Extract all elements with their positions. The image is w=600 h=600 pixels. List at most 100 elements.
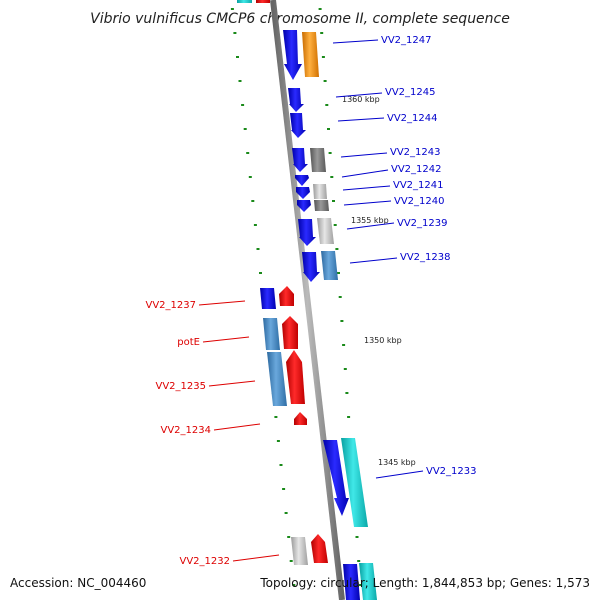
gene-label-vv2-1247[interactable]: VV2_1247 [381, 35, 432, 46]
tick-mark [292, 584, 296, 586]
gene-arrow[interactable] [260, 288, 276, 309]
gene-label-vv2-1241[interactable]: VV2_1241 [393, 180, 444, 191]
gene-label-vv2-1233[interactable]: VV2_1233 [426, 466, 477, 477]
gene-label-vv2-1234[interactable]: VV2_1234 [161, 425, 212, 436]
gene-arrow-vv2-1239[interactable] [298, 219, 316, 246]
gene-arrow-vv2-1242[interactable] [295, 175, 309, 186]
gene-arrow-vv2-1237[interactable] [279, 286, 294, 306]
gene-label-vv2-1245[interactable]: VV2_1245 [385, 87, 436, 98]
gene-arrow-vv2-1245[interactable] [288, 88, 304, 112]
gene-arrow[interactable] [302, 32, 319, 77]
leader-line [340, 152, 388, 158]
gene-arrow[interactable] [263, 318, 280, 350]
tick-mark [274, 416, 278, 418]
leader-line [208, 380, 256, 387]
gene-arrow[interactable] [291, 537, 308, 565]
tick-mark [233, 32, 237, 34]
chromosome-backbone [270, 0, 345, 600]
gene-arrow[interactable] [256, 0, 270, 3]
accession-text: Accession: NC_004460 [10, 576, 147, 590]
tick-mark [320, 32, 324, 34]
gene-arrow[interactable] [341, 438, 368, 527]
gene-arrow[interactable] [321, 251, 338, 280]
gene-label-vv2-1232[interactable]: VV2_1232 [180, 556, 231, 567]
tick-mark [347, 416, 351, 418]
gene-label-vv2-1237[interactable]: VV2_1237 [146, 300, 197, 311]
tick-mark [248, 176, 252, 178]
tick-mark [328, 152, 332, 154]
tick-mark [318, 8, 322, 10]
tick-mark [259, 272, 262, 274]
tick-mark [289, 560, 293, 562]
gene-arrow[interactable] [237, 0, 252, 3]
leader-line [232, 554, 280, 562]
gene-arrow-pote[interactable] [282, 316, 298, 349]
tick-mark [243, 128, 247, 130]
gene-arrow-vv2-1247[interactable] [283, 30, 302, 80]
gene-arrow[interactable] [343, 564, 360, 600]
leader-line [332, 39, 379, 44]
tick-mark [337, 272, 340, 274]
tick-label-1350: 1350 kbp [364, 336, 402, 345]
gene-label-vv2-1240[interactable]: VV2_1240 [394, 196, 445, 207]
gene-arrow-vv2-1243[interactable] [292, 148, 308, 172]
leader-line [213, 423, 261, 431]
gene-arrow-vv2-1238[interactable] [302, 252, 320, 282]
leader-line [349, 257, 398, 264]
gene-label-vv2-1244[interactable]: VV2_1244 [387, 113, 438, 124]
gene-label-vv2-1243[interactable]: VV2_1243 [390, 147, 441, 158]
tick-mark [253, 224, 257, 226]
gene-arrow[interactable] [313, 184, 327, 199]
leader-line [343, 200, 392, 206]
tick-mark [279, 464, 283, 466]
leader-line [346, 222, 395, 230]
gene-arrow[interactable] [317, 218, 334, 244]
map-title: Vibrio vulnificus CMCP6 chromosome II, c… [90, 11, 510, 27]
tick-mark [327, 128, 330, 130]
gene-arrow-vv2-1235[interactable] [286, 350, 305, 404]
tick-mark [333, 224, 337, 226]
gene-arrow[interactable] [314, 200, 329, 211]
gene-arrow-vv2-1233[interactable] [323, 440, 349, 516]
gene-arrow[interactable] [267, 352, 287, 406]
gene-arrow-vv2-1232[interactable] [311, 534, 328, 563]
gene-arrow-vv2-1241[interactable] [296, 187, 310, 199]
tick-mark [284, 512, 288, 514]
tick-mark [236, 56, 239, 58]
leader-line [202, 336, 250, 343]
leader-line [342, 185, 391, 191]
tick-mark [355, 536, 359, 538]
gene-label-pote[interactable]: potE [177, 337, 200, 348]
leader-line [375, 470, 424, 479]
tick-mark [230, 8, 234, 10]
gene-label-vv2-1242[interactable]: VV2_1242 [391, 164, 442, 175]
leader-line [198, 300, 246, 306]
tick-mark [332, 200, 335, 202]
tick-mark [321, 56, 325, 58]
gene-arrow[interactable] [359, 563, 377, 600]
position-tick-labels: 1360 kbp 1355 kbp 1350 kbp 1345 kbp [342, 95, 416, 467]
tick-mark [357, 560, 361, 562]
tick-label-1360: 1360 kbp [342, 95, 380, 104]
gene-label-vv2-1239[interactable]: VV2_1239 [397, 218, 448, 229]
tick-mark [342, 344, 346, 346]
gene-label-vv2-1235[interactable]: VV2_1235 [156, 381, 207, 392]
tick-mark [340, 320, 344, 322]
tick-mark [251, 200, 255, 202]
tick-mark [330, 176, 334, 178]
gene-arrow-vv2-1244[interactable] [290, 113, 306, 138]
gene-arrow-vv2-1240[interactable] [297, 200, 311, 212]
gene-labels: VV2_1247 VV2_1245 VV2_1244 VV2_1243 VV2_… [146, 35, 477, 567]
gene-arrow-vv2-1234[interactable] [294, 412, 307, 425]
tick-mark [358, 584, 362, 586]
tick-mark [287, 536, 291, 538]
tick-mark [276, 440, 280, 442]
tick-mark [246, 152, 250, 154]
gene-label-vv2-1238[interactable]: VV2_1238 [400, 252, 451, 263]
tick-mark [325, 104, 329, 106]
tick-mark [343, 368, 347, 370]
tick-mark [345, 392, 349, 394]
gene-arrow[interactable] [310, 148, 326, 172]
tick-mark [335, 248, 339, 250]
